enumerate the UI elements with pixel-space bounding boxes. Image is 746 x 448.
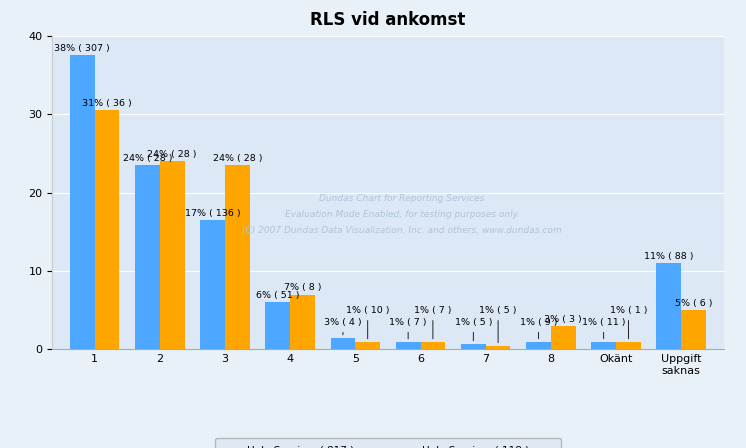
Bar xyxy=(592,341,616,349)
Bar xyxy=(656,263,681,349)
Text: 1% ( 7 ): 1% ( 7 ) xyxy=(414,306,451,339)
Text: 5% ( 6 ): 5% ( 6 ) xyxy=(675,299,712,308)
Bar xyxy=(70,56,95,349)
Bar xyxy=(461,344,486,349)
Bar xyxy=(266,302,290,349)
Text: 17% ( 136 ): 17% ( 136 ) xyxy=(185,209,240,218)
Text: 3% ( 4 ): 3% ( 4 ) xyxy=(324,318,362,335)
Bar xyxy=(551,326,576,349)
Bar xyxy=(526,341,551,349)
Bar xyxy=(486,345,510,349)
Text: 11% ( 88 ): 11% ( 88 ) xyxy=(644,252,694,261)
Bar xyxy=(421,341,445,349)
Text: Dundas Chart for Reporting Services: Dundas Chart for Reporting Services xyxy=(319,194,484,203)
Text: 3% ( 3 ): 3% ( 3 ) xyxy=(545,314,582,323)
Bar xyxy=(616,341,641,349)
Text: 7% ( 8 ): 7% ( 8 ) xyxy=(283,283,322,292)
Bar xyxy=(395,341,421,349)
Text: 31% ( 36 ): 31% ( 36 ) xyxy=(82,99,132,108)
Text: 1% ( 11 ): 1% ( 11 ) xyxy=(582,318,625,339)
Text: 24% ( 28 ): 24% ( 28 ) xyxy=(148,150,197,159)
Text: 6% ( 51 ): 6% ( 51 ) xyxy=(256,291,299,300)
Bar xyxy=(355,341,380,349)
Text: 24% ( 28 ): 24% ( 28 ) xyxy=(122,154,172,163)
Legend: Hela Sverige  ( 817 )
2008-01-01 - 2014-12-31, Hela Sverige  ( 118 )
2015-01-01 : Hela Sverige ( 817 ) 2008-01-01 - 2014-1… xyxy=(215,438,561,448)
Bar xyxy=(200,220,225,349)
Title: RLS vid ankomst: RLS vid ankomst xyxy=(310,11,466,29)
Bar xyxy=(135,165,160,349)
Text: 1% ( 1 ): 1% ( 1 ) xyxy=(609,306,648,339)
Text: 24% ( 28 ): 24% ( 28 ) xyxy=(213,154,262,163)
Text: 1% ( 5 ): 1% ( 5 ) xyxy=(454,318,492,341)
Text: 1% ( 5 ): 1% ( 5 ) xyxy=(480,306,517,343)
Bar xyxy=(225,165,250,349)
Text: (C) 2007 Dundas Data Visualization, Inc. and others, www.dundas.com: (C) 2007 Dundas Data Visualization, Inc.… xyxy=(242,226,561,235)
Bar xyxy=(95,110,119,349)
Text: Evaluation Mode Enabled, for testing purposes only: Evaluation Mode Enabled, for testing pur… xyxy=(285,210,518,219)
Text: 1% ( 7 ): 1% ( 7 ) xyxy=(389,318,427,339)
Bar xyxy=(681,310,706,349)
Text: 1% ( 9 ): 1% ( 9 ) xyxy=(520,318,557,339)
Text: 38% ( 307 ): 38% ( 307 ) xyxy=(54,44,110,53)
Bar xyxy=(160,161,184,349)
Bar xyxy=(290,295,315,349)
Text: 1% ( 10 ): 1% ( 10 ) xyxy=(346,306,389,339)
Bar xyxy=(330,338,355,349)
